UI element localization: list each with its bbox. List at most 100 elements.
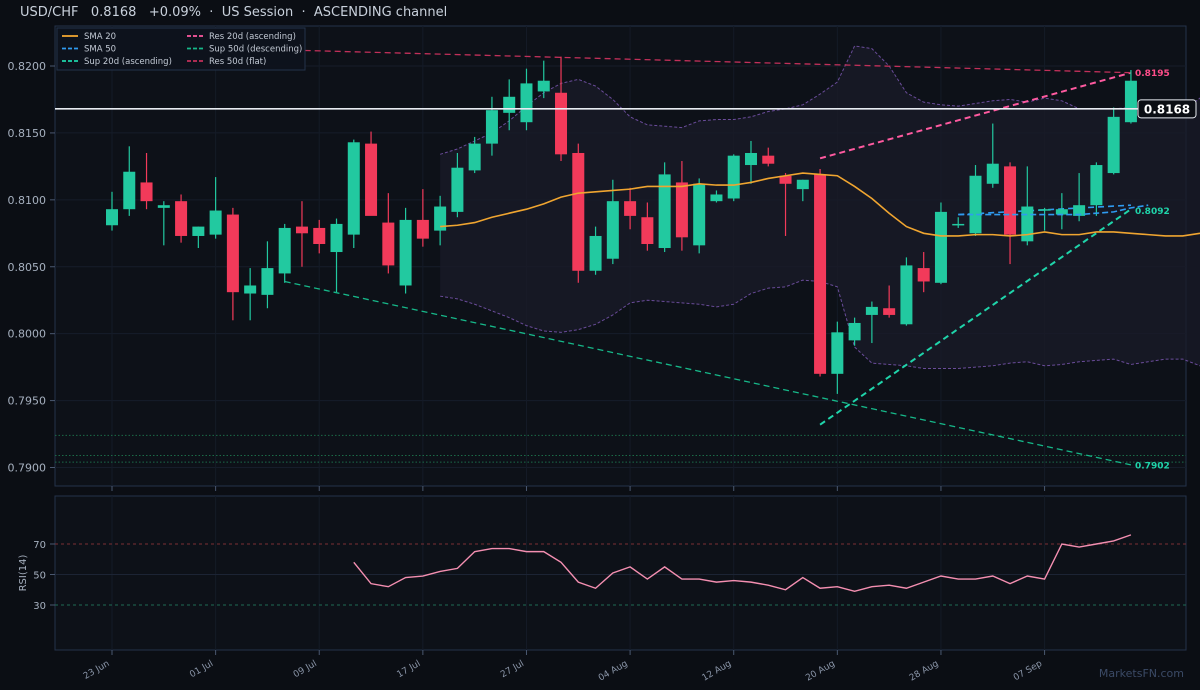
rsi-panel (54, 495, 1187, 651)
candle-body (727, 155, 740, 199)
candle (779, 173, 792, 236)
x-tick-label: 07 Sep (1012, 659, 1044, 683)
current-price-line: 0.8168 (55, 99, 1197, 119)
candle-body (106, 209, 118, 226)
candle-body (313, 227, 326, 244)
candle (382, 193, 395, 274)
candle-body (883, 308, 896, 315)
candle (416, 189, 429, 247)
candle (727, 154, 740, 202)
candle-body (503, 96, 516, 113)
candle (969, 165, 982, 236)
candle (658, 162, 671, 253)
candle-body (572, 152, 585, 271)
candle (572, 143, 585, 283)
candle (244, 268, 257, 321)
candle (192, 226, 205, 249)
title-separator: · (209, 5, 214, 20)
rsi-tick-label: 50 (33, 571, 46, 582)
level-labels: 0.8195 0.8092 0.7902 (1135, 69, 1170, 471)
candle (278, 223, 291, 283)
candle-body (192, 226, 205, 236)
change-text: +0.09% (148, 5, 202, 20)
candle (1038, 207, 1051, 231)
chart-title: USD/CHF 0.8168 +0.09% · US Session · ASC… (20, 5, 447, 20)
candle (624, 187, 637, 230)
candle (762, 147, 775, 167)
x-tick-label: 01 Jul (188, 659, 215, 680)
candle-body (1055, 209, 1068, 215)
candle (934, 202, 947, 285)
candle (900, 257, 913, 326)
trendline (284, 49, 1131, 74)
candle (313, 219, 326, 254)
candle (1124, 70, 1137, 124)
candle-body (365, 143, 378, 216)
y-tick-label: 0.7900 (8, 462, 47, 475)
sma50-line (958, 204, 1149, 216)
rsi-chart: 30 50 70 RSI(14) (18, 534, 1186, 612)
moving-averages (440, 172, 1200, 237)
candle-body (744, 152, 757, 166)
candle (209, 177, 222, 239)
legend-label: SMA 20 (84, 32, 116, 42)
legend-item: SMA 50 (62, 45, 116, 55)
candle-body (606, 201, 619, 259)
candle-body (589, 235, 602, 271)
candle-body (831, 332, 844, 374)
candle-body (244, 285, 257, 294)
legend-item: SMA 20 (62, 32, 116, 42)
trendline (819, 208, 1132, 426)
candle (917, 252, 930, 293)
candle (641, 202, 654, 251)
candle (537, 60, 550, 99)
candle-body (796, 179, 809, 190)
candle (744, 140, 757, 184)
candle (675, 161, 688, 251)
legend-label: Sup 20d (ascending) (84, 57, 172, 67)
candle (157, 201, 170, 246)
legend-box (56, 27, 306, 71)
current-price-box (1137, 99, 1197, 119)
legend-item: Res 50d (flat) (187, 57, 266, 67)
rsi-line (353, 534, 1132, 592)
candle (1055, 193, 1068, 230)
legend-label: Res 20d (ascending) (209, 32, 296, 42)
legend-item: Sup 20d (ascending) (62, 57, 172, 67)
candle-body (1021, 206, 1034, 242)
candles (106, 56, 1137, 394)
y-axis: 0.7900 0.7950 0.8000 0.8050 0.8100 0.8150 0.82… (8, 60, 55, 475)
bollinger-upper (439, 45, 1200, 155)
y-tick-label: 0.8100 (8, 194, 47, 207)
x-tick-label: 28 Aug (908, 659, 941, 684)
candle-body (209, 210, 222, 235)
candle-body (123, 171, 136, 210)
y-tick-label: 0.8000 (8, 328, 47, 341)
horizontal-levels (55, 434, 1186, 463)
candle-body (1107, 116, 1120, 174)
legend-item: Sup 50d (descending) (187, 45, 302, 55)
candle (1004, 162, 1017, 265)
candle (520, 68, 533, 131)
y-tick-label: 0.8050 (8, 261, 47, 274)
candle-body (226, 214, 239, 293)
candle (399, 207, 412, 294)
rsi-axis-label: RSI(14) (18, 555, 29, 592)
x-tick-label: 09 Jul (292, 659, 319, 680)
trendline (284, 280, 1132, 466)
candle (503, 79, 516, 131)
candle-body (399, 219, 412, 286)
legend-label: Res 50d (flat) (209, 57, 266, 67)
legend-label: SMA 50 (84, 45, 116, 55)
candle (261, 241, 274, 309)
candle (883, 285, 896, 318)
candle (295, 201, 308, 267)
candle (175, 194, 188, 243)
candle (814, 169, 827, 377)
candle-body (865, 306, 878, 315)
candle-body (330, 223, 343, 253)
candle (693, 178, 706, 254)
candle-body (485, 110, 498, 144)
candle (589, 226, 602, 275)
